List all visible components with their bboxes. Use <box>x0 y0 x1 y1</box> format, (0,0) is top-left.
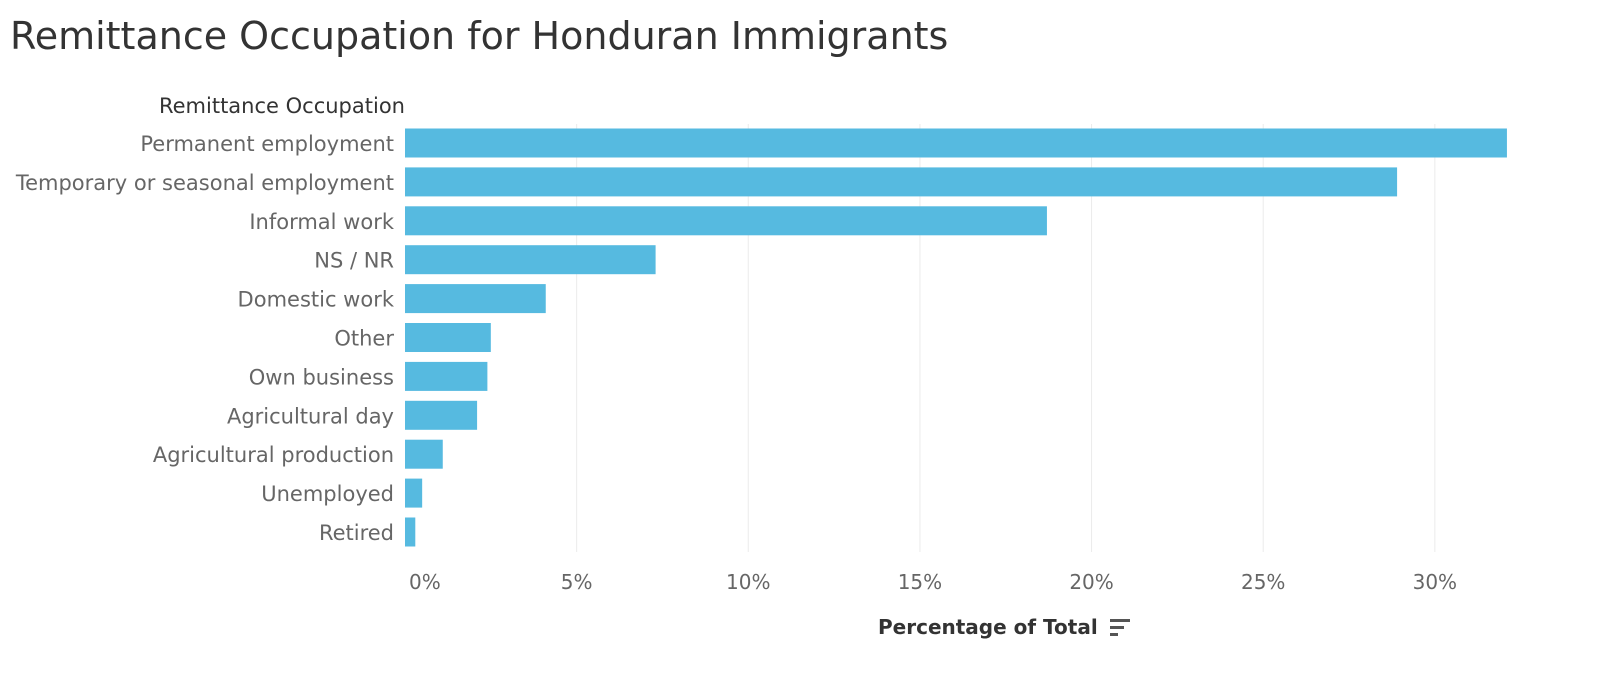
category-label-9: Unemployed <box>261 482 394 506</box>
x-tick-label-0: 0% <box>409 570 441 594</box>
bar-1 <box>405 167 1398 197</box>
x-tick-label-1: 5% <box>561 570 593 594</box>
category-label-2: Informal work <box>249 210 395 234</box>
category-label-5: Other <box>334 327 394 351</box>
chart-title: Remittance Occupation for Honduran Immig… <box>10 14 949 58</box>
category-label-3: NS / NR <box>314 249 394 273</box>
x-tick-label-2: 10% <box>726 570 770 594</box>
bar-10 <box>405 517 416 547</box>
category-label-1: Temporary or seasonal employment <box>15 171 394 195</box>
bar-0 <box>405 128 1507 158</box>
bar-6 <box>405 361 488 391</box>
category-label-6: Own business <box>249 365 394 389</box>
bar-3 <box>405 245 656 275</box>
bar-8 <box>405 439 443 469</box>
bar-2 <box>405 206 1047 236</box>
bar-9 <box>405 478 423 508</box>
bar-4 <box>405 284 546 314</box>
x-tick-label-4: 20% <box>1069 570 1113 594</box>
x-axis-title: Percentage of Total <box>878 615 1098 639</box>
category-label-4: Domestic work <box>238 288 395 312</box>
bar-7 <box>405 400 478 430</box>
category-label-7: Agricultural day <box>227 404 394 428</box>
sort-descending-icon[interactable] <box>1109 618 1130 636</box>
row-header: Remittance Occupation <box>158 94 405 118</box>
category-label-8: Agricultural production <box>153 443 394 467</box>
category-label-0: Permanent employment <box>140 132 394 156</box>
category-label-10: Retired <box>319 521 394 545</box>
x-axis-title-container: Percentage of Total <box>878 615 1130 639</box>
x-tick-label-3: 15% <box>898 570 942 594</box>
x-tick-label-6: 30% <box>1413 570 1457 594</box>
bar-5 <box>405 323 491 352</box>
x-tick-label-5: 25% <box>1241 570 1285 594</box>
bar-chart: Permanent employment Temporary or seasona… <box>15 124 1507 594</box>
